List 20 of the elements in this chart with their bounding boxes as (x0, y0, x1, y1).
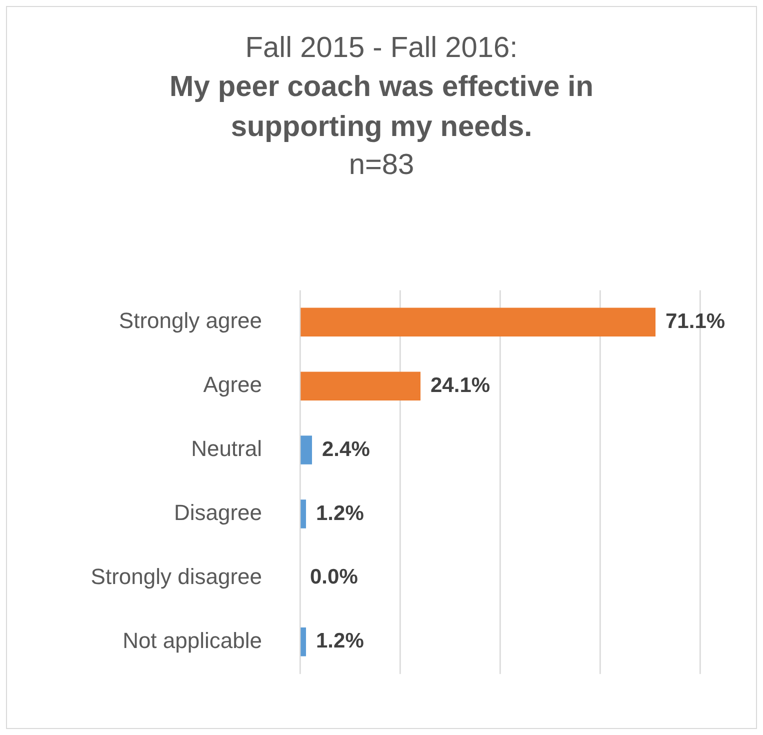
chart-title: Fall 2015 - Fall 2016: (244, 31, 519, 66)
y-tick-label: Neutral (191, 436, 262, 462)
data-label: 24.1% (430, 374, 490, 397)
y-tick-label: Strongly agree (118, 308, 262, 334)
y-tick-label: Strongly disagree (90, 564, 262, 589)
y-tick-label: Agree (203, 372, 262, 398)
bar (300, 500, 306, 528)
data-label: 0.0% (310, 566, 358, 589)
data-label: 1.2% (316, 502, 364, 525)
chart-subtitle: My peer coach was effective in supporting my needs. (168, 70, 594, 145)
y-tick-label: Not applicable (122, 628, 262, 653)
bar (300, 436, 312, 464)
data-label: 1.2% (316, 630, 364, 653)
data-label: 2.4% (322, 438, 370, 461)
text: n=83 (348, 148, 416, 183)
bar (300, 308, 656, 337)
bar (300, 627, 306, 656)
y-tick-label: Disagree (174, 500, 262, 526)
bar (300, 372, 420, 400)
data-label: 71.1% (666, 310, 726, 333)
